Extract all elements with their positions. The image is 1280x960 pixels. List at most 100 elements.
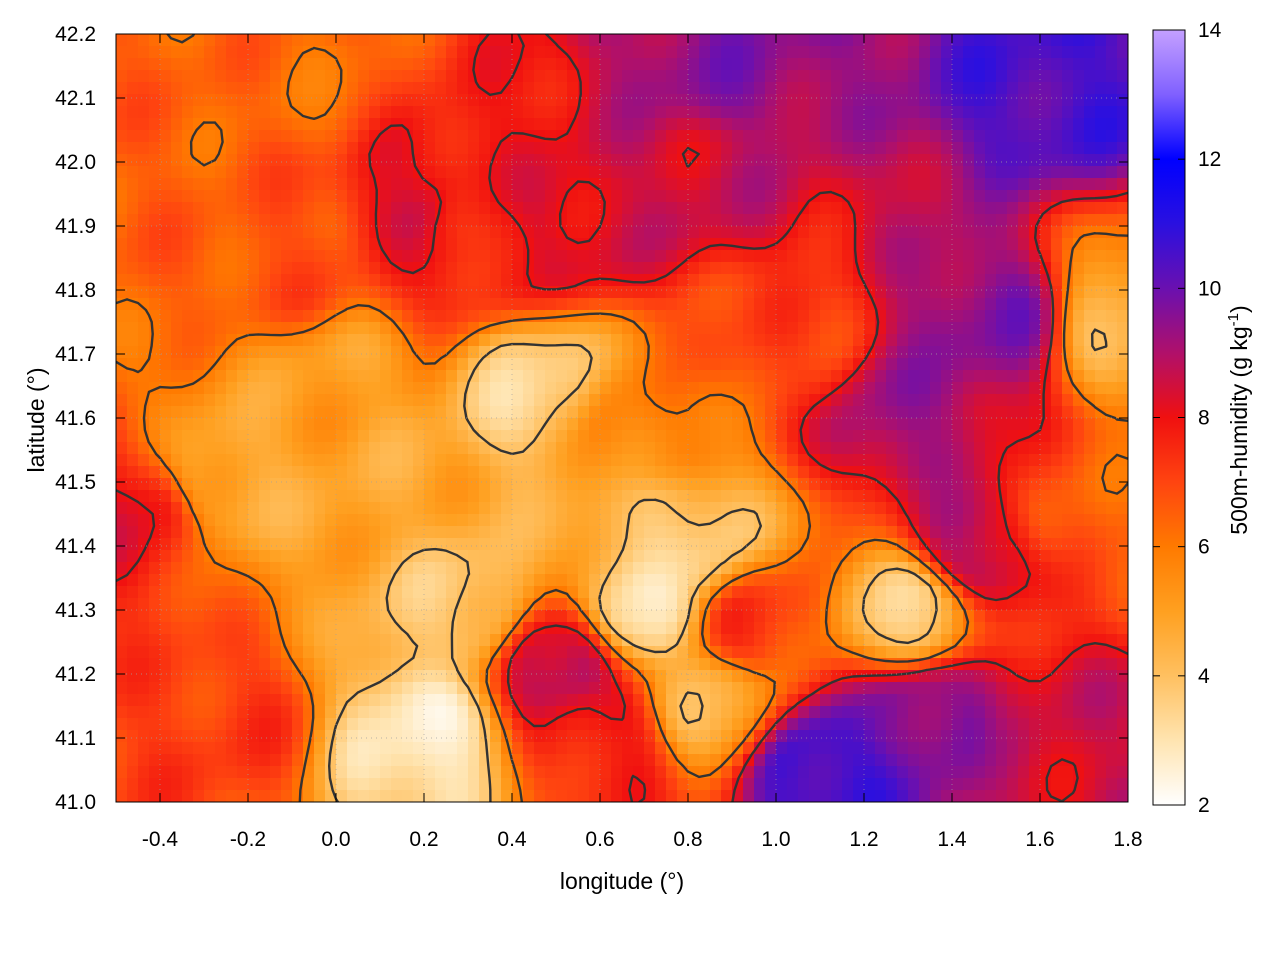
humidity-cell [633, 646, 645, 659]
humidity-cell [1018, 142, 1030, 155]
humidity-cell [490, 610, 502, 623]
humidity-cell [314, 430, 326, 443]
humidity-cell [534, 166, 546, 179]
humidity-cell [226, 250, 238, 263]
humidity-cell [567, 106, 579, 119]
humidity-cell [1040, 94, 1052, 107]
humidity-cell [369, 586, 381, 599]
humidity-cell [226, 574, 238, 587]
humidity-cell [655, 118, 667, 131]
humidity-cell [1062, 478, 1074, 491]
humidity-cell [677, 250, 689, 263]
humidity-cell [314, 622, 326, 635]
humidity-cell [325, 166, 337, 179]
humidity-cell [1062, 394, 1074, 407]
humidity-cell [1117, 658, 1128, 671]
humidity-cell [699, 70, 711, 83]
humidity-cell [523, 226, 535, 239]
humidity-cell [864, 130, 876, 143]
humidity-cell [160, 58, 172, 71]
humidity-cell [138, 478, 150, 491]
humidity-cell [402, 526, 414, 539]
humidity-cell [424, 550, 436, 563]
humidity-cell [138, 298, 150, 311]
humidity-cell [1106, 502, 1118, 515]
humidity-cell [710, 586, 722, 599]
humidity-cell [589, 658, 601, 671]
humidity-cell [666, 658, 678, 671]
humidity-cell [743, 622, 755, 635]
humidity-cell [743, 514, 755, 527]
humidity-cell [930, 514, 942, 527]
humidity-cell [886, 610, 898, 623]
humidity-cell [941, 346, 953, 359]
humidity-cell [710, 334, 722, 347]
humidity-cell [798, 478, 810, 491]
humidity-cell [1073, 646, 1085, 659]
humidity-cell [985, 178, 997, 191]
humidity-cell [182, 250, 194, 263]
humidity-cell [721, 442, 733, 455]
humidity-cell [479, 490, 491, 503]
humidity-cell [996, 250, 1008, 263]
humidity-cell [325, 310, 337, 323]
humidity-cell [688, 82, 700, 95]
humidity-cell [567, 418, 579, 431]
humidity-cell [303, 562, 315, 575]
humidity-cell [446, 238, 458, 251]
humidity-cell [402, 478, 414, 491]
humidity-cell [292, 214, 304, 227]
humidity-cell [820, 586, 832, 599]
humidity-cell [523, 550, 535, 563]
humidity-cell [578, 58, 590, 71]
humidity-cell [303, 190, 315, 203]
humidity-cell [314, 82, 326, 95]
humidity-cell [941, 586, 953, 599]
humidity-cell [930, 274, 942, 287]
humidity-cell [622, 466, 634, 479]
humidity-cell [1007, 346, 1019, 359]
humidity-cell [611, 598, 623, 611]
humidity-cell [1106, 514, 1118, 527]
humidity-cell [325, 118, 337, 131]
humidity-cell [402, 154, 414, 167]
humidity-cell [864, 550, 876, 563]
humidity-cell [974, 466, 986, 479]
humidity-cell [347, 34, 359, 47]
humidity-cell [754, 478, 766, 491]
humidity-cell [1029, 478, 1041, 491]
humidity-cell [655, 562, 667, 575]
humidity-cell [149, 682, 161, 695]
humidity-cell [567, 70, 579, 83]
humidity-cell [1007, 238, 1019, 251]
humidity-cell [468, 94, 480, 107]
humidity-cell [237, 46, 249, 59]
humidity-cell [1018, 610, 1030, 623]
humidity-cell [809, 82, 821, 95]
humidity-cell [842, 346, 854, 359]
humidity-cell [149, 526, 161, 539]
humidity-cell [534, 106, 546, 119]
humidity-cell [347, 670, 359, 683]
humidity-cell [930, 418, 942, 431]
humidity-cell [798, 58, 810, 71]
humidity-cell [743, 118, 755, 131]
humidity-cell [149, 130, 161, 143]
humidity-cell [952, 190, 964, 203]
humidity-cell [226, 490, 238, 503]
humidity-cell [402, 418, 414, 431]
humidity-cell [336, 430, 348, 443]
humidity-cell [985, 514, 997, 527]
humidity-cell [347, 478, 359, 491]
humidity-cell [809, 262, 821, 275]
humidity-cell [732, 70, 744, 83]
humidity-cell [347, 382, 359, 395]
humidity-cell [1051, 238, 1063, 251]
humidity-cell [1018, 478, 1030, 491]
humidity-cell [963, 94, 975, 107]
humidity-cell [391, 526, 403, 539]
humidity-cell [600, 454, 612, 467]
humidity-cell [853, 406, 865, 419]
humidity-cell [908, 610, 920, 623]
humidity-cell [655, 634, 667, 647]
